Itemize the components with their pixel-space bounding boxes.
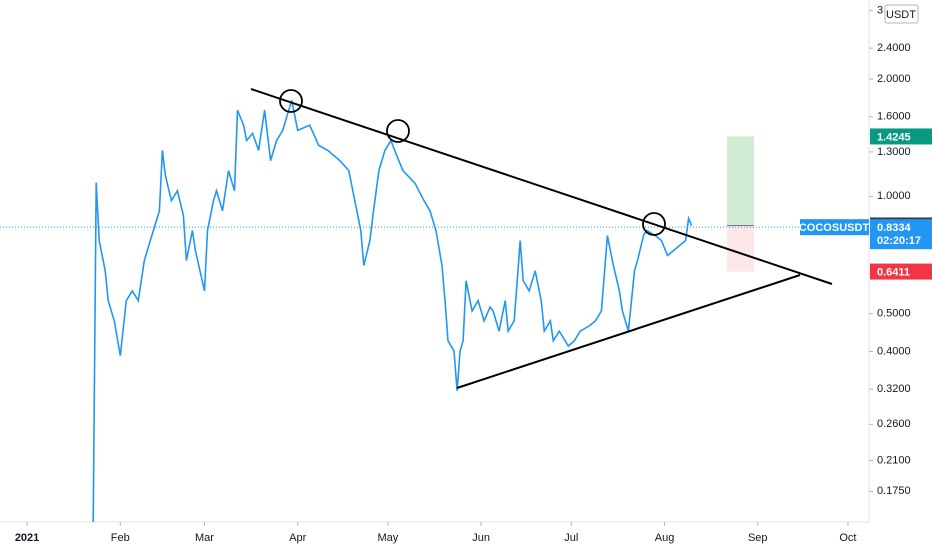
symbol-label: COCOSUSDT [799, 222, 870, 234]
y-tick-label: 0.2100 [877, 454, 911, 466]
symbol-badge [800, 219, 869, 236]
y-tick-label: 0.4000 [877, 345, 911, 357]
y-tick-label: 0.1750 [877, 485, 911, 497]
countdown-label: 02:20:17 [877, 235, 921, 247]
y-tick-label: 1.0000 [877, 190, 911, 202]
axes: USDT 3 2.4000 2.0000 1.6000 1.3000 1.0000 0.50… [15, 4, 932, 544]
x-tick-label: Aug [655, 532, 675, 544]
touch-circle [279, 89, 303, 113]
x-tick-label: Oct [839, 532, 856, 544]
upper-trend-line [250, 88, 833, 285]
price-line [92, 100, 693, 523]
price-badge-label: 1.4245 [877, 131, 911, 143]
y-tick-label: 0.5000 [877, 308, 911, 320]
x-tick-label: Mar [195, 532, 214, 544]
x-tick-label: 2021 [15, 532, 39, 544]
y-tick-label: 1.6000 [877, 111, 911, 123]
touch-circle [386, 119, 410, 143]
plot-area [0, 100, 869, 523]
price-badge-label: 0.6411 [877, 266, 910, 278]
drawings [250, 88, 833, 389]
price-badge [870, 128, 932, 145]
y-tick-label: 2.0000 [877, 73, 911, 85]
currency-label: USDT [886, 9, 916, 21]
last-price-label: 0.8334 [877, 222, 912, 234]
y-tick-label: 1.3000 [877, 146, 911, 158]
touch-circle [642, 212, 666, 236]
x-tick-label: Jun [472, 532, 490, 544]
x-tick-label: Jul [564, 532, 578, 544]
y-tick-label: 0.2600 [877, 418, 911, 430]
target-zone [727, 136, 754, 226]
lower-trend-line [456, 274, 801, 389]
y-tick-label: 0.3200 [877, 383, 911, 395]
x-tick-label: Feb [111, 532, 130, 544]
y-tick-label: 2.4000 [877, 42, 911, 54]
x-tick-label: Apr [289, 532, 306, 544]
x-tick-label: May [378, 532, 399, 544]
currency-box [884, 4, 919, 24]
last-price-badge [870, 219, 932, 250]
x-tick-label: Sep [748, 532, 768, 544]
y-tick-label: 3 [877, 4, 883, 16]
stop-zone [727, 225, 754, 272]
price-badge [870, 263, 932, 280]
